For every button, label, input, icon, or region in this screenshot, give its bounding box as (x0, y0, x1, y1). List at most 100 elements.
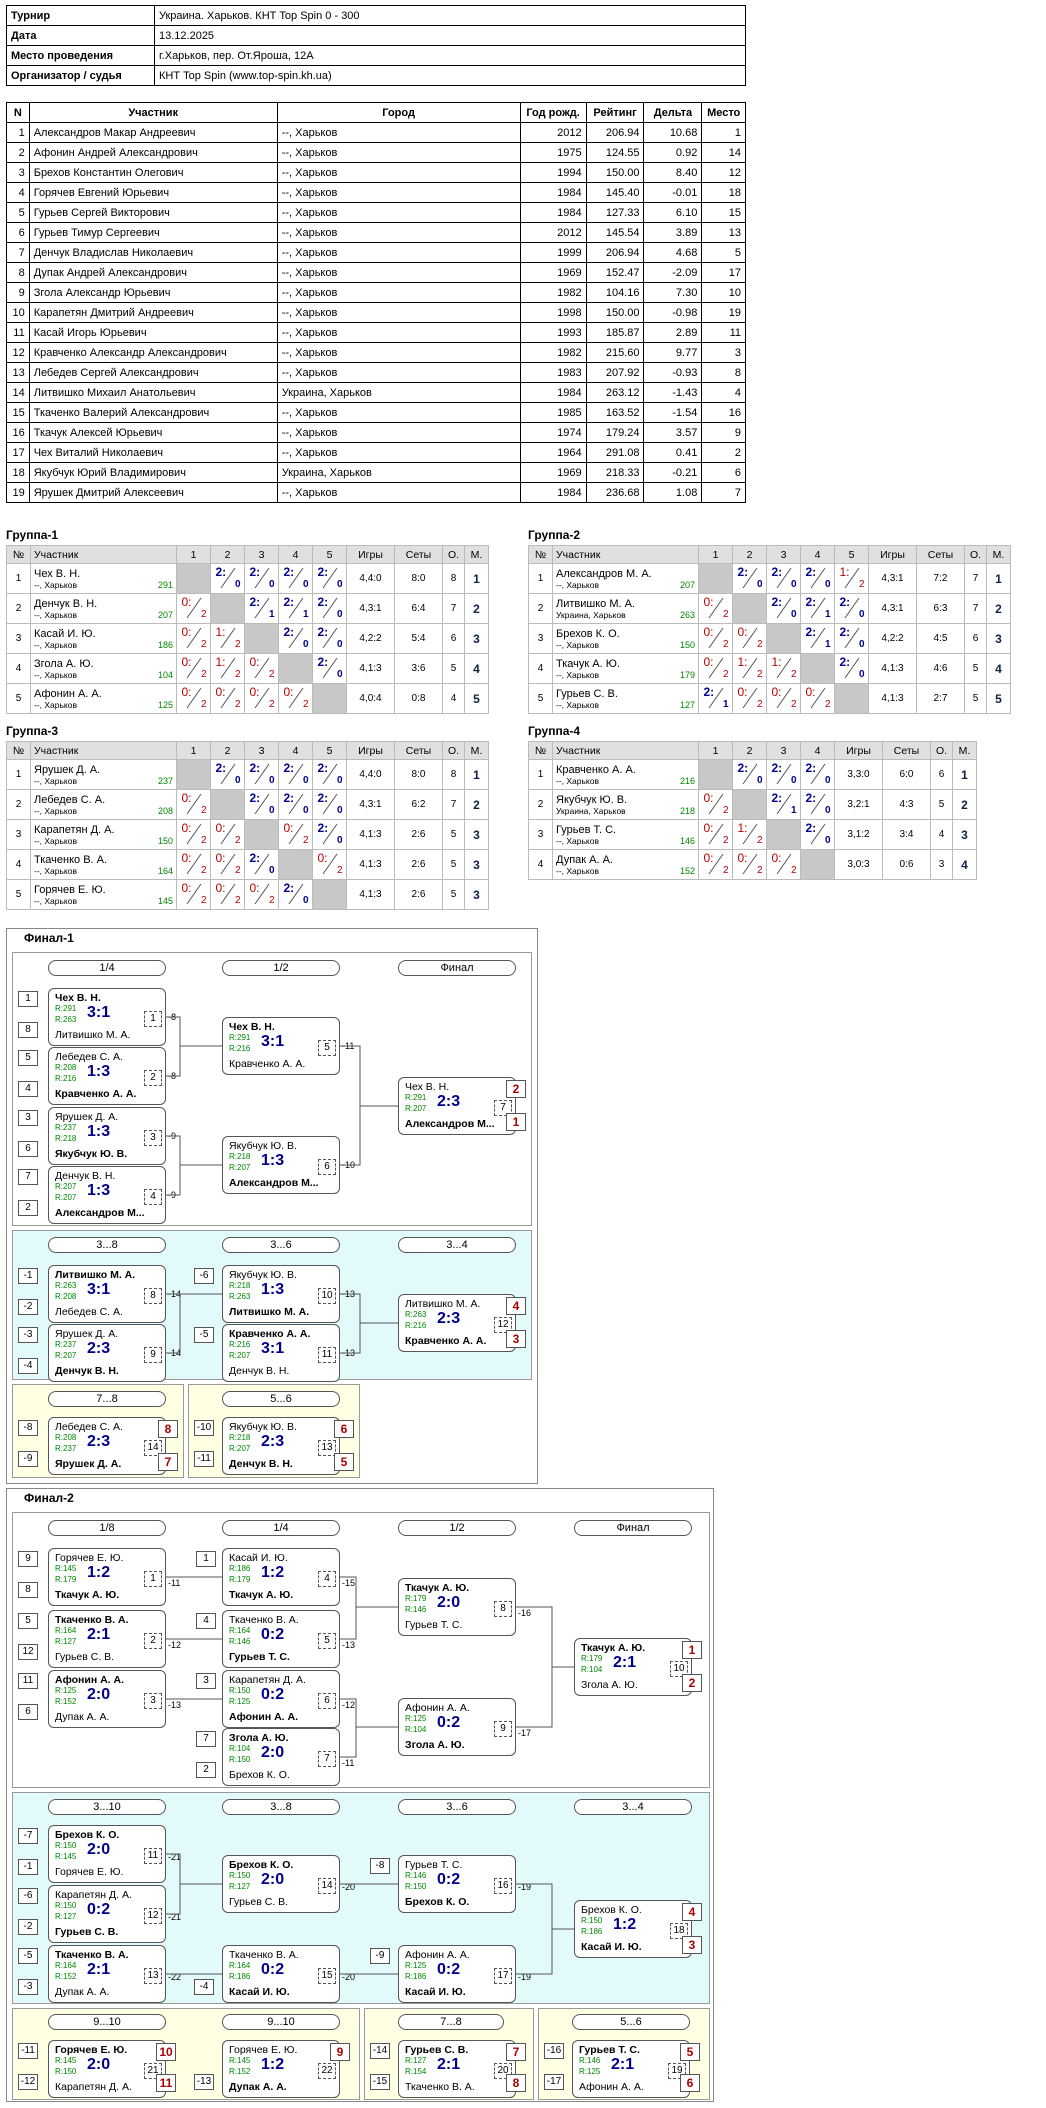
participant-rating: 216 (679, 776, 695, 786)
match-rating-2: R:127 (55, 1637, 77, 1646)
score-right: 2 (234, 699, 241, 710)
participant-name: Гурьев С. В. (556, 687, 618, 700)
score-right: 0 (824, 775, 831, 786)
match-rating-1: R:145 (55, 2056, 77, 2065)
seed-box: 4 (196, 1613, 216, 1629)
group-score: 2: 0 (281, 624, 311, 650)
participant-row: 14 Литвишко Михаил Анатольевич Украина, Ха… (6, 382, 746, 403)
group-header-cell: 5 (312, 545, 347, 564)
participants-header-cell: Участник (28, 102, 278, 123)
group-score: 0: 2 (315, 850, 345, 876)
match-rating-1: R:237 (55, 1123, 77, 1132)
place-box: 4 (682, 1903, 702, 1921)
match-number: 8 (144, 1288, 162, 1304)
participant-name: Карапетян Д. А. (34, 823, 115, 836)
match-score: 2:0 (87, 2056, 111, 2073)
group-row: 3 Гурьев Т. С. --, Харьков 146 0: 2 1: 2 2: 0 3,1:… (528, 819, 977, 850)
group-score: 2: 1 (803, 594, 833, 620)
loser-ref: -15 (342, 1578, 356, 1588)
participant-row: 9 Згола Александр Юрьевич --, Харьков 1982 1… (6, 282, 746, 303)
match-player-1: Чех В. Н. (229, 1021, 275, 1033)
loser-ref: -17 (518, 1728, 532, 1738)
score-left: 0: (181, 685, 192, 699)
participant-cell: --, Харьков (276, 262, 521, 283)
group-sets: 8:0 (394, 563, 443, 594)
match-player-2: Гурьев С. В. (55, 1926, 119, 1938)
group-participant: Литвишко М. А. Украина, Харьков 263 (552, 593, 699, 624)
seed-box: -2 (18, 1919, 38, 1935)
group-score: 2: 0 (281, 760, 311, 786)
score-left: 2: (215, 565, 227, 579)
score-left: 2: (317, 821, 329, 835)
match-player-2: Ткаченко В. А. (405, 2081, 475, 2093)
match-score: 1:2 (87, 1564, 111, 1581)
place-box: 2 (506, 1080, 526, 1098)
score-left: 2: (737, 565, 749, 579)
participant-cell: 0.41 (643, 442, 703, 463)
score-slash (186, 687, 201, 709)
group-header-cell: 4 (800, 545, 835, 564)
score-left: 0: (181, 595, 192, 609)
score-slash (844, 597, 859, 619)
participant-row: 19 Ярушек Дмитрий Алексеевич --, Харьков 19… (6, 482, 746, 503)
match-rating-1: R:146 (579, 2056, 601, 2065)
group-header-cell: Игры (346, 741, 395, 760)
group-place: 4 (986, 653, 1011, 684)
group-table: № Участник 1 2 3 4 Игры Сеты О. М. 1 Кравченко А. А… (528, 741, 977, 880)
place-box: 1 (506, 1113, 526, 1131)
match-player-2: Якубчук Ю. В. (55, 1148, 128, 1160)
match-rating-2: R:207 (229, 1163, 251, 1172)
group-score: 2: 0 (247, 564, 277, 590)
group-score: 2: 0 (315, 594, 345, 620)
participant-cell: 7 (701, 482, 746, 503)
score-right: 0 (234, 775, 241, 786)
round-label: 9...10 (48, 2014, 166, 2030)
match-player-1: Гурьев Т. С. (579, 2044, 640, 2056)
group-score: 2: 0 (837, 594, 867, 620)
match-box: Горячев Е. Ю. R:145 R:152 1:2 22 Дупак А. А. (222, 2040, 340, 2098)
match-number: 7 (318, 1751, 336, 1767)
match-rating-1: R:218 (229, 1433, 251, 1442)
match-box: Якубчук Ю. В. R:218 R:207 1:3 6 Александров М… (222, 1136, 340, 1194)
score-slash (742, 823, 757, 845)
group-table: № Участник 1 2 3 4 5 Игры Сеты О. М. 1 Чех В. Н. --, … (6, 545, 489, 714)
participant-cell: --, Харьков (276, 482, 521, 503)
group-header-cell: М. (986, 545, 1011, 564)
group-header-cell: 1 (176, 741, 211, 760)
score-right: 2 (234, 835, 241, 846)
score-right: 0 (268, 775, 275, 786)
group-result-cell: 2: 0 (800, 819, 835, 850)
group-header-row: № Участник 1 2 3 4 5 Игры Сеты О. М. (6, 741, 489, 760)
participant-city: --, Харьков (34, 865, 77, 876)
match-player-2: Денчук В. Н. (55, 1365, 119, 1377)
group-row: 4 Ткачук А. Ю. --, Харьков 179 0: 2 1: 2 1: 2 2: 0 4… (528, 653, 1011, 684)
match-rating-2: R:208 (55, 1292, 77, 1301)
match-number: 14 (318, 1878, 336, 1894)
match-box: Денчук В. Н. R:207 R:207 1:3 4 Александров М.… (48, 1166, 166, 1224)
match-box: Чех В. Н. R:291 R:207 2:3 7 Александров М... (398, 1077, 516, 1135)
seed-box: -16 (544, 2043, 564, 2059)
seed-box: -7 (18, 1828, 38, 1844)
score-slash (254, 853, 269, 875)
tournament-info-table: Турнир Украина. Харьков. КНТ Top Spin 0 -… (6, 5, 746, 86)
group-self-cell (834, 683, 869, 714)
group-row: 1 Александров М. А. --, Харьков 207 2: 0 2: 0 2:… (528, 563, 1011, 594)
score-slash (708, 687, 723, 709)
group-result-cell: 0: 2 (176, 683, 211, 714)
participant-cell: 124.55 (585, 142, 645, 163)
score-right: 2 (790, 699, 797, 710)
participant-cell: 19 (6, 482, 30, 503)
group-result-cell: 0: 2 (176, 819, 211, 850)
match-box: Ткачук А. Ю. R:179 R:104 2:1 10 Згола А. Ю. (574, 1638, 692, 1696)
group-self-cell (766, 819, 801, 850)
match-player-2: Денчук В. Н. (229, 1458, 293, 1470)
match-rating-1: R:216 (229, 1340, 251, 1349)
match-rating-1: R:218 (229, 1152, 251, 1161)
score-left: 2: (839, 655, 851, 669)
place-box: 5 (334, 1453, 354, 1471)
score-slash (776, 687, 791, 709)
score-slash (220, 627, 235, 649)
participant-row: 12 Кравченко Александр Александрович --, Х… (6, 342, 746, 363)
match-player-1: Згола А. Ю. (229, 1732, 289, 1744)
match-rating-1: R:179 (581, 1654, 603, 1663)
